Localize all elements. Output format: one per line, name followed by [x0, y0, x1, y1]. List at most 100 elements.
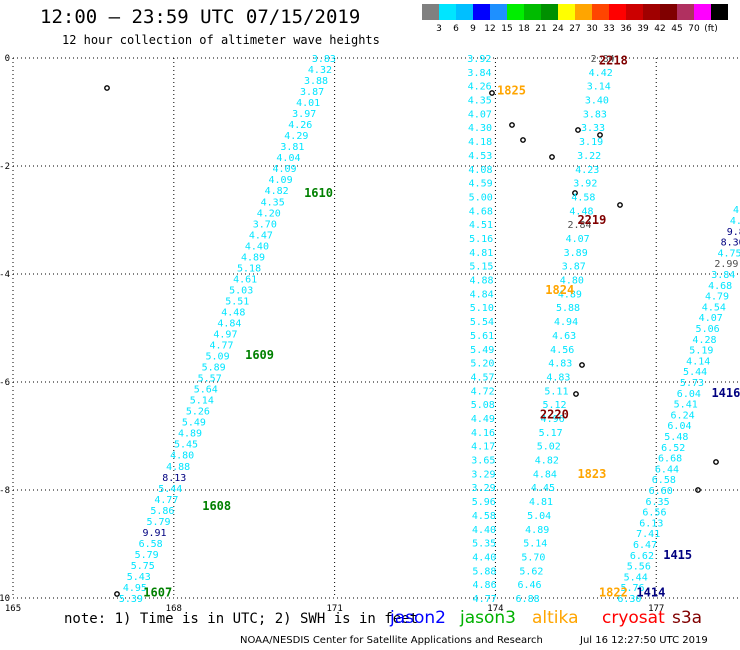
swh-value: 4.23 [575, 165, 599, 176]
swh-value: 4.32 [308, 65, 332, 76]
legend-label: 9 [470, 24, 476, 34]
swh-value: 5.86 [150, 506, 174, 517]
legend-swatch [609, 4, 626, 20]
swh-value: 4.94 [554, 317, 578, 328]
swh-value: 4.57 [470, 372, 494, 383]
mission-jason2: jason2 [390, 608, 446, 628]
swh-value: 3.84 [711, 270, 735, 281]
swh-value: 5.73 [680, 378, 704, 389]
swh-value: 3.29 [472, 483, 496, 494]
swh-value: 3.92 [467, 54, 491, 65]
swh-value: 5.44 [158, 484, 182, 495]
swh-value: 5.44 [683, 367, 707, 378]
swh-value: 5.79 [146, 517, 170, 528]
swh-value: 4.88 [469, 276, 493, 287]
swh-value: 3.87 [562, 262, 586, 273]
swh-value: 5.09 [206, 352, 230, 363]
swh-value: 5.61 [470, 331, 494, 342]
island-outline [573, 391, 579, 397]
swh-value: 6.68 [658, 454, 682, 465]
swh-value: 3.88 [304, 76, 328, 87]
credit-line: NOAA/NESDIS Center for Satellite Applica… [240, 635, 543, 646]
swh-value: 4.80 [560, 276, 584, 287]
swh-value: 5.88 [556, 303, 580, 314]
legend-label: 30 [586, 24, 598, 34]
swh-value: 4.45 [531, 483, 555, 494]
swh-value: 5.43 [127, 572, 151, 583]
legend-label: 45 [671, 24, 683, 34]
swh-value: 4.26 [288, 120, 312, 131]
swh-value: 4.83 [546, 372, 570, 383]
swh-value: 4.77 [209, 341, 233, 352]
swh-value: 5.18 [237, 263, 261, 274]
swh-value: 5.20 [470, 359, 494, 370]
lat-tick-label: -2 [0, 162, 10, 172]
swh-value: 4.96 [541, 414, 565, 425]
swh-value: 7.41 [636, 529, 660, 540]
swh-value: 4.07 [566, 234, 590, 245]
swh-value: 4.40 [472, 552, 496, 563]
swh-value: 6.60 [649, 486, 673, 497]
legend-swatch [677, 4, 694, 20]
legend-swatch [575, 4, 592, 20]
swh-value: 4.89 [241, 252, 265, 263]
swh-value: 4.86 [473, 580, 497, 591]
swh-value: 4.40 [472, 525, 496, 536]
swh-value: 5.14 [190, 396, 214, 407]
legend-label: 27 [569, 24, 581, 34]
swh-value: 4.48 [569, 206, 593, 217]
legend-label: 15 [501, 24, 513, 34]
swh-value: 6.56 [642, 508, 666, 519]
pass-label: 1416 [711, 386, 740, 400]
swh-value: 4.29 [284, 131, 308, 142]
swh-value: 4.04 [276, 153, 300, 164]
island-outline [579, 362, 585, 368]
pass-label: 1823 [577, 467, 606, 481]
swh-value: 5.96 [472, 497, 496, 508]
footnote: note: 1) Time is in UTC; 2) SWH is in fe… [64, 611, 419, 627]
legend-swatch [711, 4, 728, 20]
swh-value: 4.08 [468, 165, 492, 176]
swh-value: 6.04 [667, 421, 691, 432]
legend-label: 21 [535, 24, 547, 34]
legend-label: 70 [688, 24, 700, 34]
legend-swatch [660, 4, 677, 20]
swh-value: 4.72 [471, 386, 495, 397]
pass-label: 1824 [545, 283, 574, 297]
swh-value: 4.30 [468, 123, 492, 134]
lon-tick-label: 177 [648, 604, 664, 614]
legend-label: 42 [654, 24, 666, 34]
swh-value: 6.24 [671, 410, 695, 421]
swh-value: 3.89 [564, 248, 588, 259]
swh-value: 5.35 [472, 539, 496, 550]
legend-swatch [473, 4, 490, 20]
pass-label: 1610 [304, 186, 333, 200]
mission-jason3: jason3 [460, 608, 516, 628]
legend-label: 39 [637, 24, 649, 34]
swh-value: 5.45 [174, 440, 198, 451]
swh-value: 4.35 [468, 96, 492, 107]
legend-label: (ft) [704, 24, 718, 34]
swh-value: 4.89 [558, 289, 582, 300]
swh-value: 4.40 [245, 241, 269, 252]
pass-label: 1609 [245, 348, 274, 362]
swh-value: 5.08 [471, 400, 495, 411]
swh-value: 4.61 [233, 274, 257, 285]
swh-value: 5.89 [202, 363, 226, 374]
swh-value: 6.30 [617, 594, 641, 605]
swh-value: 5.12 [542, 400, 566, 411]
swh-value: 4.63 [552, 331, 576, 342]
swh-value: 3.29 [471, 469, 495, 480]
pass-label: 1414 [636, 586, 665, 600]
swh-value: 4.14 [686, 356, 710, 367]
swh-value: 5.11 [544, 386, 568, 397]
swh-value: 4.84 [533, 469, 557, 480]
swh-value: 5.56 [627, 562, 651, 573]
swh-value: 5.17 [539, 428, 563, 439]
swh-value: 6.44 [655, 464, 679, 475]
mission-s3a: s3a [672, 608, 703, 628]
swh-value: 4.89 [178, 429, 202, 440]
lat-tick-label: -6 [0, 378, 10, 388]
swh-value: 5.76 [621, 583, 645, 594]
